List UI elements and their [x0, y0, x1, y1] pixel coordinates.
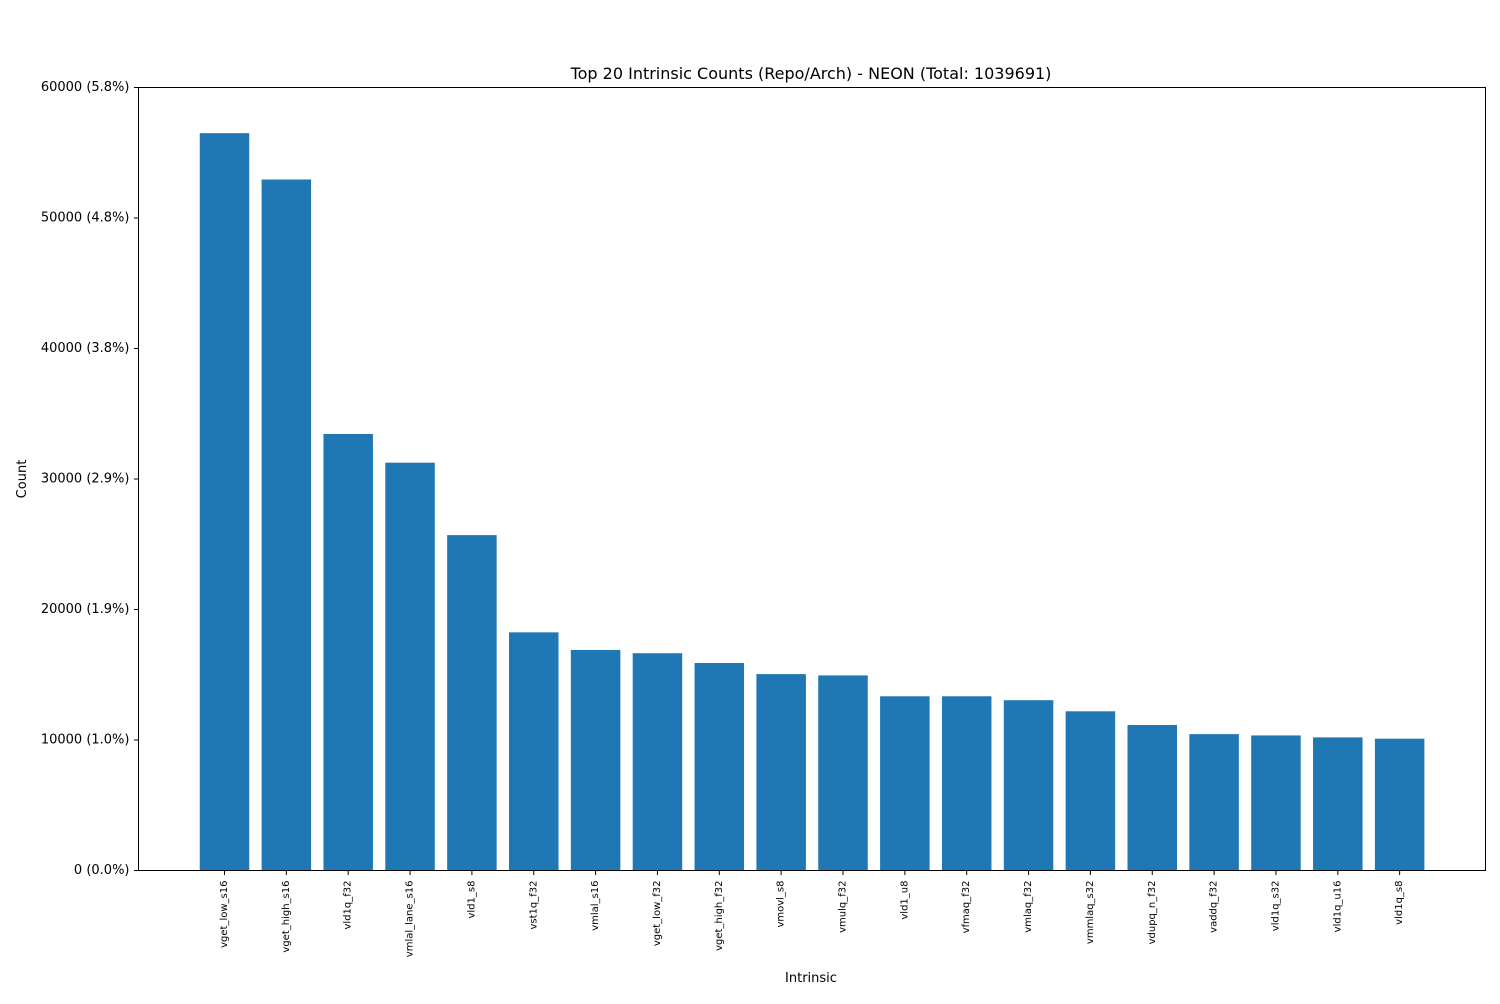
- x-tick-label: vld1q_u16: [1332, 881, 1343, 933]
- x-tick-label: vmulq_f32: [838, 881, 849, 933]
- x-tick-label: vget_low_s16: [219, 881, 230, 948]
- x-tick-label: vld1_u8: [899, 881, 910, 920]
- bar-vfmaq_f32: [941, 696, 992, 871]
- bar-vld1q_f32: [323, 433, 373, 871]
- y-tick-label: 30000 (2.9%): [41, 472, 130, 487]
- bar-vmlal_lane_s16: [385, 462, 435, 871]
- bar-vmlal_s16: [570, 649, 621, 871]
- bar-vld1_u8: [880, 696, 930, 871]
- x-tick-label: vld1q_s32: [1270, 881, 1281, 932]
- x-tick-label: vmlal_s16: [590, 881, 601, 931]
- bar-vmlaq_f32: [1003, 700, 1054, 871]
- bar-vld1q_s8: [1374, 738, 1425, 871]
- x-tick-label: vmovl_s8: [776, 881, 787, 928]
- x-tick-label: vdupq_n_f32: [1147, 881, 1158, 945]
- bar-vget_low_f32: [632, 653, 683, 871]
- x-axis-label: Intrinsic: [785, 971, 837, 986]
- bar-vmovl_s8: [756, 674, 806, 871]
- y-tick-label: 40000 (3.8%): [41, 341, 130, 356]
- bar-vld1q_s32: [1251, 735, 1301, 871]
- x-tick-label: vget_low_f32: [652, 881, 663, 947]
- x-tick-label: vld1q_s8: [1394, 881, 1405, 925]
- x-tick-label: vaddq_f32: [1209, 881, 1220, 933]
- y-tick-label: 20000 (1.9%): [41, 602, 130, 617]
- bar-vmulq_f32: [818, 675, 868, 871]
- y-tick-label: 50000 (4.8%): [41, 211, 130, 226]
- x-tick-label: vfmaq_f32: [961, 881, 972, 934]
- bars-group: [199, 133, 1425, 871]
- y-tick-label: 0 (0.0%): [74, 863, 130, 878]
- chart-title: Top 20 Intrinsic Counts (Repo/Arch) - NE…: [570, 64, 1052, 83]
- x-axis: vget_low_s16 vget_high_s16 vld1q_f32 vmlal_…: [219, 870, 1405, 958]
- x-tick-label: vget_high_s16: [281, 881, 292, 953]
- x-tick-label: vget_high_f32: [714, 881, 725, 951]
- x-tick-label: vmlal_lane_s16: [405, 881, 416, 958]
- bar-vmmlaq_s32: [1065, 711, 1116, 871]
- bar-vget_low_s16: [199, 133, 250, 871]
- bar-vget_high_s16: [261, 179, 312, 871]
- y-tick-label: 10000 (1.0%): [41, 733, 130, 748]
- bar-vld1_s8: [447, 535, 497, 871]
- y-axis-label: Count: [15, 460, 30, 499]
- x-tick-label: vld1_s8: [466, 881, 477, 919]
- x-tick-label: vmlaq_f32: [1023, 881, 1034, 933]
- bar-vget_high_f32: [694, 663, 745, 871]
- bar-vst1q_f32: [509, 632, 559, 871]
- y-axis: 0 (0.0%) 10000 (1.0%) 20000 (1.9%) 30000 (2…: [41, 80, 139, 878]
- bar-vaddq_f32: [1189, 734, 1239, 871]
- bar-vdupq_n_f32: [1127, 724, 1177, 871]
- plot-area-frame: [138, 87, 1486, 871]
- x-tick-label: vst1q_f32: [528, 881, 539, 930]
- bar-vld1q_u16: [1313, 737, 1363, 871]
- x-tick-label: vmmlaq_s32: [1085, 881, 1096, 945]
- x-tick-label: vld1q_f32: [343, 881, 354, 930]
- y-tick-label: 60000 (5.8%): [41, 80, 130, 95]
